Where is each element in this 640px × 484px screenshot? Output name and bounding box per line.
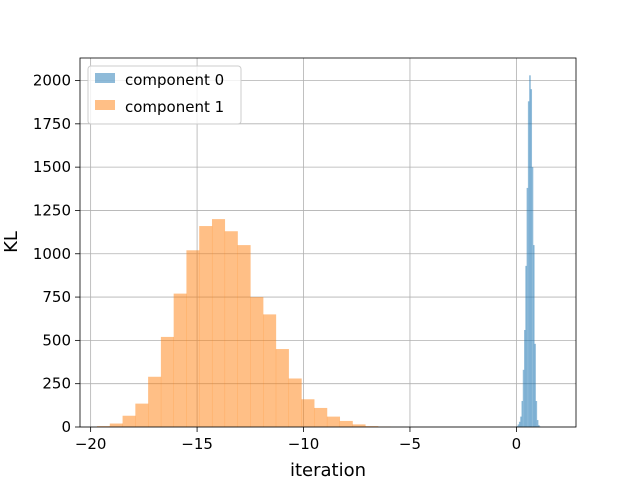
bar-series-1-3 bbox=[135, 404, 148, 427]
bar-series-1-11 bbox=[238, 245, 251, 427]
bar-series-1-19 bbox=[340, 421, 353, 427]
bar-series-1-18 bbox=[327, 417, 340, 427]
y-tick-label-5: 1250 bbox=[33, 201, 71, 219]
x-axis-label: iteration bbox=[290, 460, 366, 480]
bar-series-1-2 bbox=[123, 416, 136, 427]
bar-series-1-5 bbox=[161, 337, 174, 427]
legend-swatch-component-0 bbox=[95, 73, 115, 83]
legend: component 0 component 1 bbox=[88, 66, 241, 124]
x-tick-label-2: −10 bbox=[288, 435, 320, 453]
y-tick-label-8: 2000 bbox=[33, 72, 71, 90]
bar-series-1-8 bbox=[199, 226, 212, 427]
y-tick-label-6: 1500 bbox=[33, 158, 71, 176]
y-tick-label-4: 1000 bbox=[33, 245, 71, 263]
bar-series-1-1 bbox=[110, 424, 123, 427]
y-tick-label-2: 500 bbox=[42, 331, 71, 349]
bar-series-1-12 bbox=[250, 297, 263, 427]
legend-swatch-component-1 bbox=[95, 100, 115, 110]
bar-series-1-17 bbox=[314, 408, 327, 427]
y-tick-label-3: 750 bbox=[42, 288, 71, 306]
bar-series-1-14 bbox=[276, 349, 289, 427]
y-tick-label-7: 1750 bbox=[33, 115, 71, 133]
bar-series-1-15 bbox=[289, 378, 302, 427]
bar-series-1-10 bbox=[225, 231, 238, 427]
bar-series-1-13 bbox=[263, 314, 276, 427]
bar-series-1-16 bbox=[301, 399, 314, 427]
legend-label-component-0: component 0 bbox=[125, 71, 224, 89]
y-tick-label-0: 0 bbox=[61, 418, 71, 436]
legend-label-component-1: component 1 bbox=[125, 98, 224, 116]
y-tick-label-1: 250 bbox=[42, 375, 71, 393]
x-tick-label-3: −5 bbox=[399, 435, 421, 453]
x-tick-label-1: −15 bbox=[181, 435, 213, 453]
bar-series-1-6 bbox=[174, 294, 187, 427]
x-tick-label-0: −20 bbox=[75, 435, 107, 453]
bar-series-1-4 bbox=[148, 377, 161, 427]
y-axis-label: KL bbox=[1, 231, 22, 253]
x-tick-label-4: 0 bbox=[512, 435, 522, 453]
bar-series-1-7 bbox=[186, 250, 199, 427]
bar-series-1-9 bbox=[212, 219, 225, 427]
